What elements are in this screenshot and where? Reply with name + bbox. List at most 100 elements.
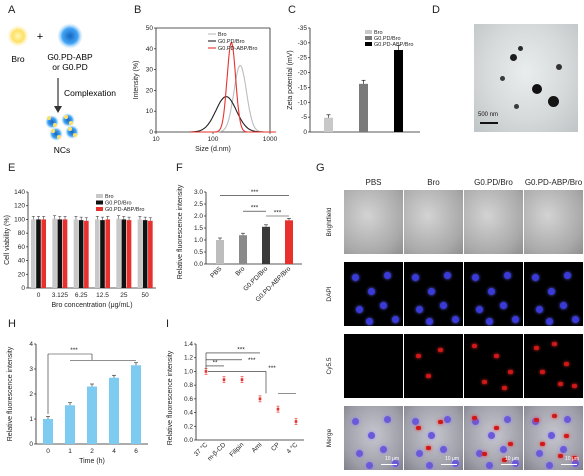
y-tick-label: 50 [146,25,154,32]
x-tick-label: PBS [209,265,224,280]
column-header-1: Bro [427,178,440,187]
scale-bar-label: 10 μm [445,456,459,462]
panel-label-f: F [176,162,183,174]
nucleus [384,416,391,423]
nucleus [352,274,359,281]
nanoparticle [514,104,519,109]
x-axis-label: Bro concentration (μg/mL) [51,302,132,309]
nucleus [444,272,451,279]
y-tick-label: 0.4 [184,410,193,417]
nucleus [504,416,511,423]
cy55-signal [502,386,507,390]
scheme-step-label: Complexation [64,88,116,98]
nucleus [488,432,495,439]
y-tick-label: 2.0 [194,213,203,220]
cy55-signal [426,446,431,450]
cy55-signal [572,384,577,388]
nucleus [352,418,359,425]
micrograph-2-3 [524,334,583,398]
nucleus [560,446,567,453]
panel-label-a: A [8,4,16,16]
legend-entry: G0.PD/Bro [374,36,401,42]
y-tick-label: 0 [21,285,25,292]
bar-G0.PD/Bro [121,219,127,288]
y-axis-label: Cell viability (%) [4,215,11,265]
row-label-2: Cy5.5 [326,357,333,375]
nucleus [546,462,553,469]
panel-label-i: I [166,318,170,330]
nanoparticle [518,46,523,51]
data-point-0 [204,370,208,373]
bar-G0.PD-ABP/Bro [41,219,46,288]
x-tick-label: 1000 [263,136,278,143]
bar-G0.PD/Bro [142,220,148,288]
micrograph-3-3: 10 μm [524,406,583,470]
time-uptake-chart: 0 1 2 3 4 Relative fluorescence intensity 0 1 2 4… [7,341,148,465]
nucleus [536,450,543,457]
bar-G0.PD/Bro [262,226,270,264]
nanoparticle [500,76,505,81]
data-point-3 [258,397,262,401]
cy55-signal [472,344,477,348]
nucleus [486,318,493,325]
cy55-signal [426,374,431,378]
nucleus [416,306,423,313]
y-tick-label: 140 [14,189,25,196]
y-tick-label: -35 [298,25,308,32]
y-tick-label: 0.0 [194,261,203,268]
y-axis-label: Zeta potential (mV) [287,50,294,110]
bar-Bro [324,117,333,132]
significance-label: *** [237,346,245,353]
micrograph-3-0: 10 μm [344,406,403,470]
plus-sign: + [37,31,43,43]
scheme-g0-label: G0.PD-ABP [47,52,93,62]
row-label-0: Brightfield [326,207,333,237]
cy55-signal [508,442,513,446]
y-tick-label: 2.5 [194,201,203,208]
bar-Bro [52,218,57,288]
scale-bar-label: 500 nm [478,112,499,118]
series-line-G0.PD/Bro [190,96,276,133]
scale-bar-label: 10 μm [565,456,579,462]
micrograph-1-1 [404,262,463,326]
y-tick-label: 1.0 [184,368,193,375]
nucleus [426,462,433,469]
data-point-2 [240,378,244,381]
x-tick-label: 0 [37,292,41,299]
legend-entry: G0.PD-ABP/Bro [105,207,144,213]
nucleus [504,272,511,279]
nucleus [412,418,419,425]
arrow-head-icon [54,106,62,113]
column-header-2: G0.PD/Bro [474,178,513,187]
y-tick-label: 40 [18,258,26,265]
significance-label: ** [212,359,218,366]
bar-0h [43,419,53,444]
y-tick-label: 1.0 [194,237,203,244]
nucleus [548,432,555,439]
y-tick-label: 20 [146,87,154,94]
micrograph-1-0 [344,262,403,326]
cy55-signal [540,442,545,446]
nucleus [428,432,435,439]
legend-swatch [365,36,372,40]
cy55-signal [572,456,577,460]
cy55-signal [552,414,557,418]
nucleus [452,316,459,323]
cy55-signal [438,348,443,352]
y-tick-label: -30 [298,40,308,47]
nucleus [380,302,387,309]
cy55-signal [494,354,499,358]
nucleus [356,450,363,457]
legend-entry: Bro [374,30,383,36]
cy55-signal [502,458,507,462]
y-axis-label: Intensity (%) [133,61,140,100]
scale-bar [441,463,457,465]
nucleus [472,418,479,425]
nucleus [440,446,447,453]
nanoparticle [532,84,542,94]
scale-bar [381,463,397,465]
zeta-potential-chart: 0 -5 -10 -15 -20 -25 -30 -35 Zeta potential (mV)… [287,25,420,136]
row-label-1: DAPI [326,286,333,302]
y-tick-label: 0.2 [184,423,193,430]
